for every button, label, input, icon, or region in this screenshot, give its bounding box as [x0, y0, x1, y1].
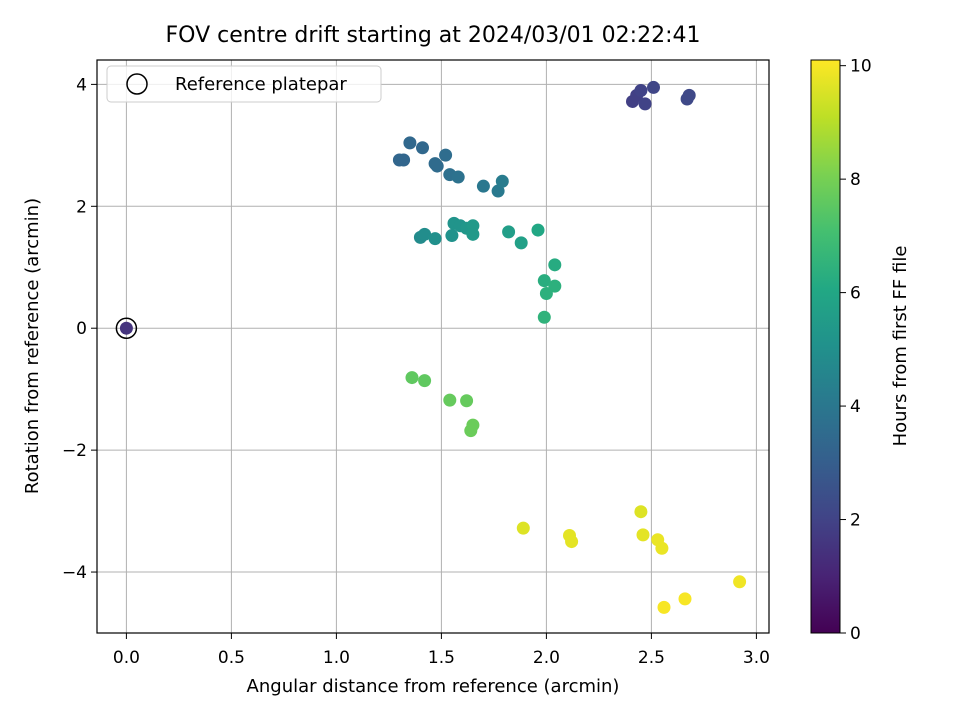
scatter-point — [678, 592, 692, 606]
colorbar-label: Hours from first FF file — [890, 246, 911, 447]
y-tick-label: −2 — [62, 441, 87, 461]
scatter-point — [636, 528, 650, 542]
y-axis-label: Rotation from reference (arcmin) — [22, 198, 43, 494]
scatter-point — [502, 225, 516, 239]
scatter-point — [430, 159, 444, 173]
scatter-point — [451, 170, 465, 184]
scatter-point — [548, 279, 562, 293]
x-tick-label: 0.5 — [218, 648, 245, 668]
y-tick-label: −4 — [62, 563, 87, 583]
colorbar-tick-label: 6 — [850, 284, 861, 304]
scatter-point — [476, 179, 490, 193]
x-tick-label: 3.0 — [743, 648, 770, 668]
x-tick-label: 0.0 — [113, 648, 140, 668]
scatter-point — [537, 274, 551, 288]
scatter-point — [537, 310, 551, 324]
colorbar-tick-label: 10 — [850, 57, 872, 77]
scatter-point — [428, 232, 442, 246]
colorbar-gradient — [810, 59, 841, 634]
scatter-point — [733, 575, 747, 589]
y-axis: −4 −2 0 2 4 — [62, 75, 97, 583]
colorbar-tick-label: 2 — [850, 511, 861, 531]
x-tick-label: 1.5 — [428, 648, 455, 668]
colorbar-tick-label: 4 — [850, 397, 861, 417]
x-tick-label: 2.0 — [533, 648, 560, 668]
scatter-point — [655, 541, 669, 555]
y-tick-label: 4 — [76, 75, 87, 95]
scatter-point — [634, 505, 648, 519]
x-axis-label: Angular distance from reference (arcmin) — [247, 676, 620, 697]
scatter-point — [531, 223, 545, 237]
scatter-point — [464, 424, 478, 438]
scatter-point — [445, 229, 459, 243]
x-tick-label: 2.5 — [638, 648, 665, 668]
scatter-point — [443, 393, 457, 407]
data-points — [115, 80, 747, 614]
scatter-point — [403, 136, 417, 150]
legend: Reference platepar — [106, 65, 382, 103]
scatter-point — [638, 97, 652, 111]
colorbar: 0 2 4 6 8 10 Hours from first FF file — [810, 57, 911, 644]
scatter-point — [491, 184, 505, 198]
reference-platepar-marker — [115, 317, 138, 339]
scatter-point — [514, 236, 528, 250]
scatter-point — [119, 321, 133, 335]
y-tick-label: 0 — [76, 319, 87, 339]
x-axis: 0.0 0.5 1.0 1.5 2.0 2.5 3.0 — [113, 633, 770, 668]
scatter-point — [516, 521, 530, 535]
x-tick-label: 1.0 — [323, 648, 350, 668]
plot-frame — [96, 59, 770, 634]
y-tick-label: 2 — [76, 197, 87, 217]
scatter-point — [466, 227, 480, 241]
scatter-point — [657, 600, 671, 614]
scatter-point — [439, 148, 453, 162]
scatter-point — [548, 258, 562, 272]
scatter-point — [634, 83, 648, 97]
scatter-point — [416, 141, 429, 155]
chart-title: FOV centre drift starting at 2024/03/01 … — [166, 23, 701, 48]
legend-label: Reference platepar — [175, 74, 347, 95]
scatter-point — [539, 286, 553, 300]
scatter-point — [460, 394, 474, 408]
scatter-point — [682, 88, 696, 102]
scatter-point — [565, 535, 579, 549]
colorbar-ticks: 0 2 4 6 8 10 — [840, 57, 872, 644]
legend-marker-icon — [126, 73, 148, 95]
legend-box — [106, 65, 382, 103]
colorbar-tick-label: 0 — [850, 624, 861, 644]
scatter-point — [495, 174, 509, 188]
scatter-point — [418, 374, 432, 388]
scatter-point — [405, 371, 419, 385]
scatter-point — [418, 227, 432, 241]
colorbar-tick-label: 8 — [850, 170, 861, 190]
grid-lines — [97, 60, 769, 633]
scatter-point — [647, 80, 660, 94]
scatter-point — [397, 153, 411, 167]
